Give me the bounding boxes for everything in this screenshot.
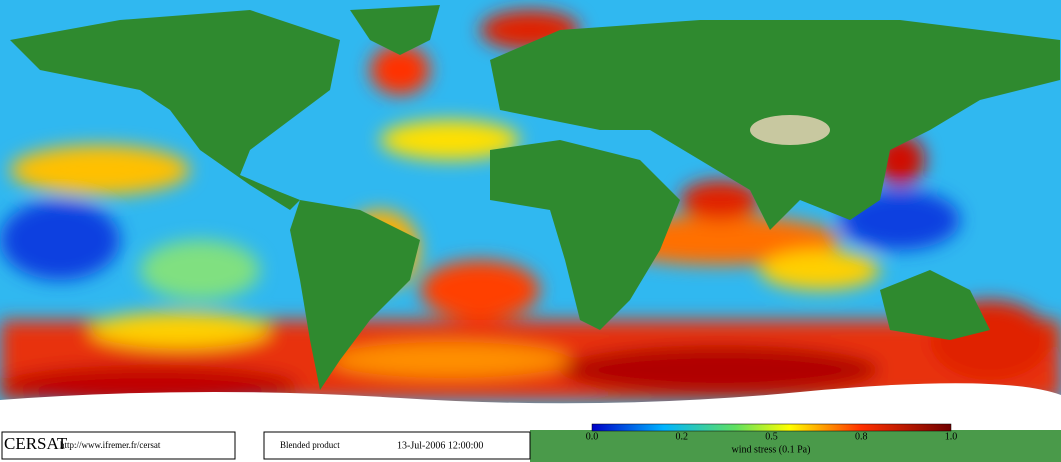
product: Blended product bbox=[280, 440, 340, 450]
colorbar-tick-label: 0.8 bbox=[855, 431, 868, 442]
colorbar-tick-label: 1.0 bbox=[945, 431, 958, 442]
colorbar-tick-label: 0.2 bbox=[676, 431, 689, 442]
logo: CERSAT bbox=[4, 434, 68, 453]
colorbar-tick-label: 0.0 bbox=[586, 431, 599, 442]
date: 13-Jul-2006 12:00:00 bbox=[397, 440, 483, 451]
colorbar: wind stress (0.1 Pa) 0.0 0.2 0.5 0.8 1.0 bbox=[586, 423, 958, 455]
colorbar-label: wind stress (0.1 Pa) bbox=[732, 444, 811, 455]
bottom-strip bbox=[530, 430, 1061, 462]
colorbar-tick-label: 0.5 bbox=[765, 431, 778, 442]
land bbox=[10, 5, 1060, 390]
colorbar-ramp bbox=[591, 423, 952, 432]
info-box: CERSAT http://www.ifremer.fr/cersat Blen… bbox=[1, 431, 531, 460]
url: http://www.ifremer.fr/cersat bbox=[60, 440, 161, 450]
antarctica bbox=[0, 383, 1061, 430]
